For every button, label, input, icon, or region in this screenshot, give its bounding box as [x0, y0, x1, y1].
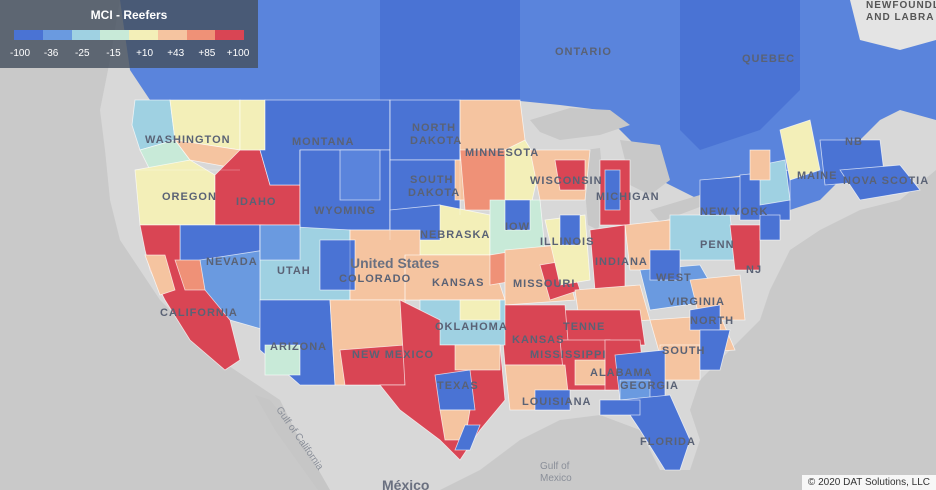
canada-light-region — [850, 0, 936, 50]
label-south-carolina: SOUTH — [662, 345, 706, 357]
label-tennessee: TENNE — [563, 321, 605, 333]
legend-swatch — [42, 30, 72, 40]
label-nb: NB — [845, 136, 863, 148]
label-kansas: KANSAS — [432, 277, 484, 289]
legend-tick-label: -36 — [43, 48, 59, 59]
label-south-dakota-2: DAKOTA — [408, 187, 460, 199]
label-ontario: ONTARIO — [555, 46, 612, 58]
legend-tick-label: -15 — [106, 48, 121, 59]
legend-tick-label: +43 — [167, 48, 185, 59]
legend-color-scale — [14, 30, 244, 40]
map-labels: QUEBEC ONTARIO NEWFOUNDLAND AND LABRA NB… — [145, 0, 936, 490]
legend-title: MCI - Reefers — [90, 8, 168, 22]
legend: MCI - Reefers -100 -36 -25 -15 +10 +43 +85 +100 — [0, 0, 258, 68]
label-florida: FLORIDA — [640, 436, 696, 448]
legend-tick-label: +85 — [198, 48, 216, 59]
label-montana: MONTANA — [292, 136, 354, 148]
label-nj: NJ — [746, 264, 762, 276]
label-california: CALIFORNIA — [160, 307, 238, 319]
label-washington: WASHINGTON — [145, 134, 231, 146]
gulf-of-california-water — [255, 395, 330, 490]
label-iowa: IOW — [505, 221, 530, 233]
label-quebec: QUEBEC — [742, 53, 795, 65]
label-arizona: ARIZONA — [270, 341, 327, 353]
label-missouri: MISSOURI — [513, 278, 575, 290]
legend-swatch — [215, 30, 244, 40]
label-nova-scotia: NOVA SCOTIA — [843, 175, 929, 187]
label-penn: PENN — [700, 239, 735, 251]
legend-tick-label: +100 — [226, 48, 250, 59]
label-mexico: México — [382, 477, 429, 490]
pacific-ocean — [0, 0, 320, 490]
label-north-dakota-2: DAKOTA — [410, 135, 462, 147]
label-louisiana: LOUISIANA — [522, 396, 592, 408]
label-maine: MAINE — [797, 170, 837, 182]
label-colorado: COLORADO — [339, 273, 411, 285]
label-gulf-of-mexico-2: Mexico — [540, 473, 572, 484]
legend-swatch — [186, 30, 216, 40]
label-georgia: GEORGIA — [620, 380, 679, 392]
legend-swatch — [129, 30, 158, 40]
label-newfoundland: NEWFOUNDLAND — [866, 0, 936, 11]
label-michigan: MICHIGAN — [596, 191, 660, 203]
label-nevada: NEVADA — [206, 256, 258, 268]
legend-tick-label: -100 — [9, 48, 31, 59]
label-west-virginia: WEST — [656, 272, 692, 284]
label-wisconsin: WISCONSIN — [530, 175, 603, 187]
label-south-dakota-1: SOUTH — [410, 174, 454, 186]
label-nebraska: NEBRASKA — [420, 229, 490, 241]
canada-east-region — [680, 0, 800, 150]
lake-erie — [650, 195, 705, 222]
label-indiana: INDIANA — [595, 256, 648, 268]
label-arkansas: KANSAS — [512, 334, 564, 346]
state-borders — [135, 100, 505, 301]
canada-dark-region — [380, 0, 520, 100]
legend-tick-label: -25 — [75, 48, 90, 59]
label-mississippi: MISSISSIPPI — [530, 349, 606, 361]
label-labrador: AND LABRA — [866, 12, 934, 23]
label-new-mexico: NEW MEXICO — [352, 349, 434, 361]
legend-swatch — [157, 30, 187, 40]
legend-ticks: -100 -36 -25 -15 +10 +43 +85 +100 — [0, 48, 258, 62]
label-utah: UTAH — [277, 265, 311, 277]
us-regions — [131, 99, 921, 471]
label-alabama: ALABAMA — [590, 367, 653, 379]
map-credit: © 2020 DAT Solutions, LLC — [801, 475, 936, 490]
label-oklahoma: OKLAHOMA — [435, 321, 508, 333]
legend-swatch — [71, 30, 101, 40]
label-united-states: United States — [350, 255, 440, 271]
label-north-carolina: NORTH — [690, 315, 734, 327]
legend-swatch — [14, 30, 43, 40]
label-texas: TEXAS — [437, 380, 479, 392]
legend-swatch — [100, 30, 129, 40]
label-minnesota: MINNESOTA — [465, 147, 539, 159]
label-illinois: ILLINOIS — [540, 236, 594, 248]
label-oregon: OREGON — [162, 191, 217, 203]
label-gulf-of-mexico-1: Gulf of — [540, 461, 570, 472]
label-north-dakota-1: NORTH — [412, 122, 456, 134]
lake-huron — [620, 140, 670, 195]
atlantic-ocean — [440, 170, 936, 490]
legend-tick-label: +10 — [136, 48, 154, 59]
label-idaho: IDAHO — [236, 196, 276, 208]
label-new-york: NEW YORK — [700, 206, 768, 218]
lake-superior — [530, 108, 630, 140]
label-wyoming: WYOMING — [314, 205, 376, 217]
label-virginia: VIRGINIA — [668, 296, 725, 308]
